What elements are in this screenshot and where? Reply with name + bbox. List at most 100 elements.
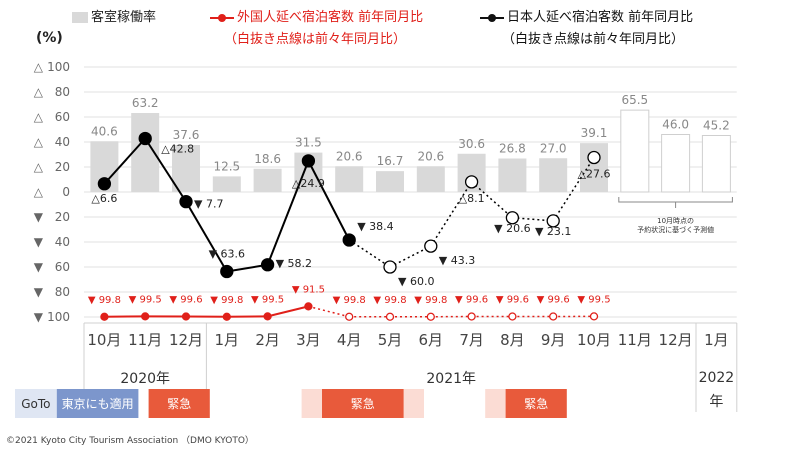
japanese-point bbox=[220, 264, 234, 279]
period-bar bbox=[15, 389, 57, 418]
foreign-point bbox=[467, 312, 476, 321]
y-tick-symbol: ▼ bbox=[34, 260, 44, 274]
foreign-label: ▼ 91.5 bbox=[292, 284, 325, 295]
x-tick-label: 9月 bbox=[541, 331, 566, 349]
forecast-note: 予約状況に基づく予測値 bbox=[637, 225, 714, 234]
occupancy-label: 20.6 bbox=[336, 149, 363, 163]
japanese-segment bbox=[512, 217, 554, 222]
foreign-point bbox=[385, 312, 395, 321]
y-tick-symbol: △ bbox=[34, 185, 44, 199]
y-tick-symbol: ▼ bbox=[34, 210, 44, 224]
japanese-point bbox=[179, 194, 193, 209]
legend-foreign-note: （白抜き点線は前々年同月比） bbox=[224, 32, 407, 47]
japanese-label: ▼ 38.4 bbox=[357, 220, 393, 233]
y-tick-symbol: △ bbox=[34, 110, 44, 124]
occupancy-label: 37.6 bbox=[173, 128, 200, 142]
y-tick-label: 100 bbox=[47, 60, 70, 74]
foreign-point bbox=[141, 312, 150, 321]
x-tick-label: 6月 bbox=[419, 331, 444, 349]
legend-japanese-note: （白抜き点線は前々年同月比） bbox=[502, 32, 685, 47]
y-tick-label: 60 bbox=[55, 110, 70, 124]
x-tick-label: 3月 bbox=[296, 331, 321, 349]
foreign-label: ▼ 99.6 bbox=[496, 295, 529, 306]
occupancy-label: 30.6 bbox=[458, 137, 485, 151]
japanese-point bbox=[424, 239, 438, 253]
y-tick-symbol: △ bbox=[34, 160, 44, 174]
occupancy-label: 31.5 bbox=[295, 136, 322, 150]
foreign-point bbox=[222, 312, 231, 321]
year-label: 2021年 bbox=[426, 371, 476, 387]
foreign-label: ▼ 99.5 bbox=[251, 294, 284, 305]
occupancy-bar bbox=[253, 168, 282, 192]
year-label: 2022 bbox=[699, 370, 735, 386]
forecast-bar bbox=[661, 134, 691, 193]
forecast-note: 10月時点の bbox=[657, 217, 694, 225]
y-tick-symbol: △ bbox=[34, 60, 44, 74]
legend-occupancy-label: 客室稼働率 bbox=[91, 10, 157, 25]
foreign-point bbox=[181, 312, 191, 321]
japanese-label: ▼ 20.6 bbox=[494, 222, 530, 235]
period-label: 緊急 bbox=[167, 396, 191, 411]
occupancy-label: 20.6 bbox=[417, 149, 444, 163]
foreign-point bbox=[345, 312, 354, 321]
period-label: 緊急 bbox=[524, 396, 548, 411]
occupancy-label: 26.8 bbox=[499, 142, 526, 156]
japanese-segment bbox=[266, 160, 310, 266]
japanese-point bbox=[260, 258, 275, 272]
foreign-label: ▼ 99.8 bbox=[333, 295, 366, 306]
japanese-point bbox=[97, 177, 112, 191]
y-tick-label: 40 bbox=[55, 235, 70, 249]
y-tick-label: 80 bbox=[55, 85, 70, 99]
japanese-label: △6.6 bbox=[91, 192, 117, 205]
period-bar bbox=[505, 389, 567, 418]
year-label: 2020年 bbox=[120, 371, 170, 387]
period-label: 緊急 bbox=[351, 396, 375, 411]
period-bar bbox=[322, 389, 404, 418]
japanese-point bbox=[138, 131, 152, 146]
japanese-label: △8.1 bbox=[459, 192, 485, 205]
japanese-label: ▼ 58.2 bbox=[276, 257, 312, 270]
x-tick-label: 5月 bbox=[378, 331, 403, 349]
japanese-label: ▼ 60.0 bbox=[398, 275, 434, 288]
occupancy-swatch bbox=[72, 12, 88, 23]
x-tick-label: 1月 bbox=[215, 331, 240, 349]
y-tick-label: 60 bbox=[55, 260, 70, 274]
japanese-label: ▼ 43.3 bbox=[439, 254, 475, 267]
japanese-segment bbox=[185, 201, 228, 273]
y-tick-label: 20 bbox=[55, 160, 70, 174]
foreign-label: ▼ 99.5 bbox=[129, 294, 162, 305]
foreign-point bbox=[589, 312, 599, 321]
y-tick-symbol: △ bbox=[34, 85, 44, 99]
japanese-segment bbox=[389, 245, 432, 268]
occupancy-label: 18.6 bbox=[254, 152, 281, 166]
japanese-label: △24.9 bbox=[292, 177, 325, 190]
japanese-segment bbox=[226, 263, 268, 273]
foreign-line-swatch bbox=[210, 12, 234, 24]
foreign-segment bbox=[267, 305, 309, 318]
japanese-label: ▼ 23.1 bbox=[535, 225, 571, 238]
occupancy-label: 12.5 bbox=[213, 159, 240, 173]
foreign-point bbox=[304, 302, 313, 311]
japanese-point bbox=[546, 214, 560, 228]
japanese-label: ▼ 63.6 bbox=[209, 248, 245, 261]
foreign-point bbox=[549, 312, 558, 321]
x-tick-label: 1月 bbox=[704, 331, 729, 349]
footer-copyright: ©2021 Kyoto City Tourism Association （DM… bbox=[6, 436, 254, 446]
legend-occupancy: 客室稼働率 bbox=[72, 6, 156, 25]
period-bar bbox=[148, 389, 210, 418]
y-tick-label: 20 bbox=[55, 210, 70, 224]
foreign-segment bbox=[308, 305, 350, 318]
japanese-segment bbox=[103, 137, 146, 185]
japanese-point bbox=[587, 150, 601, 165]
x-tick-label: 10月 bbox=[87, 331, 121, 349]
legend-japanese: 日本人延べ宿泊客数 前年同月比 （白抜き点線は前々年同月比） bbox=[480, 6, 693, 47]
occupancy-bar bbox=[212, 176, 241, 192]
x-tick-label: 10月 bbox=[577, 331, 611, 349]
occupancy-label: 65.5 bbox=[621, 93, 648, 107]
japanese-segment bbox=[348, 239, 391, 268]
occupancy-label: 63.2 bbox=[132, 96, 159, 110]
x-tick-label: 12月 bbox=[659, 331, 693, 349]
occupancy-label: 40.6 bbox=[91, 124, 118, 138]
period-bar bbox=[485, 389, 506, 418]
legend-foreign: 外国人延べ宿泊客数 前年同月比 （白抜き点線は前々年同月比） bbox=[210, 6, 423, 47]
